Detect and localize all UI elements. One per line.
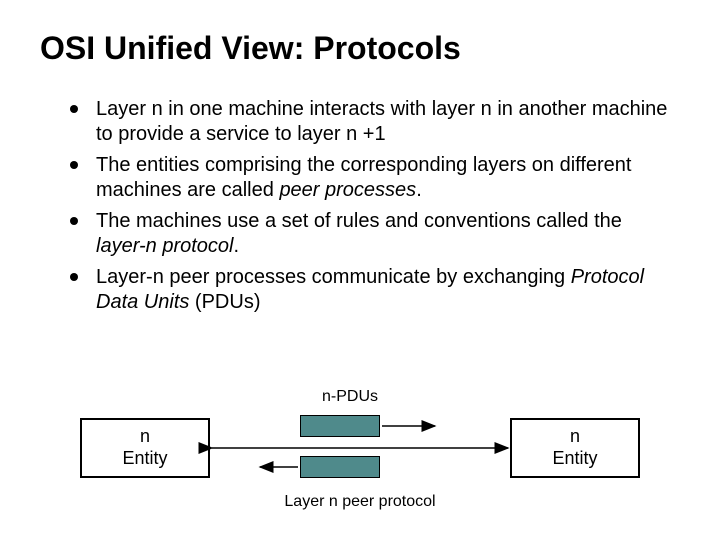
bullet-item: The machines use a set of rules and conv… (70, 209, 670, 259)
diagram: n-PDUs nEntity nEntity Layer n peer prot… (0, 388, 720, 538)
bullet-text: Layer n in one machine interacts with la… (96, 97, 670, 147)
pdu-label: n-PDUs (310, 388, 390, 406)
bullet-item: The entities comprising the correspondin… (70, 153, 670, 203)
bullet-item: Layer n in one machine interacts with la… (70, 97, 670, 147)
bullet-dot-icon (70, 105, 78, 113)
bullet-dot-icon (70, 217, 78, 225)
entity-box-left: nEntity (80, 418, 210, 478)
bullet-text: The machines use a set of rules and conv… (96, 209, 670, 259)
pdu-box-top (300, 415, 380, 437)
bullet-list: Layer n in one machine interacts with la… (0, 77, 720, 315)
diagram-caption: Layer n peer protocol (260, 493, 460, 511)
bullet-text: The entities comprising the correspondin… (96, 153, 670, 203)
bullet-dot-icon (70, 273, 78, 281)
bullet-dot-icon (70, 161, 78, 169)
slide-title: OSI Unified View: Protocols (0, 0, 720, 77)
entity-box-right: nEntity (510, 418, 640, 478)
bullet-text: Layer-n peer processes communicate by ex… (96, 265, 670, 315)
pdu-box-bottom (300, 456, 380, 478)
bullet-item: Layer-n peer processes communicate by ex… (70, 265, 670, 315)
